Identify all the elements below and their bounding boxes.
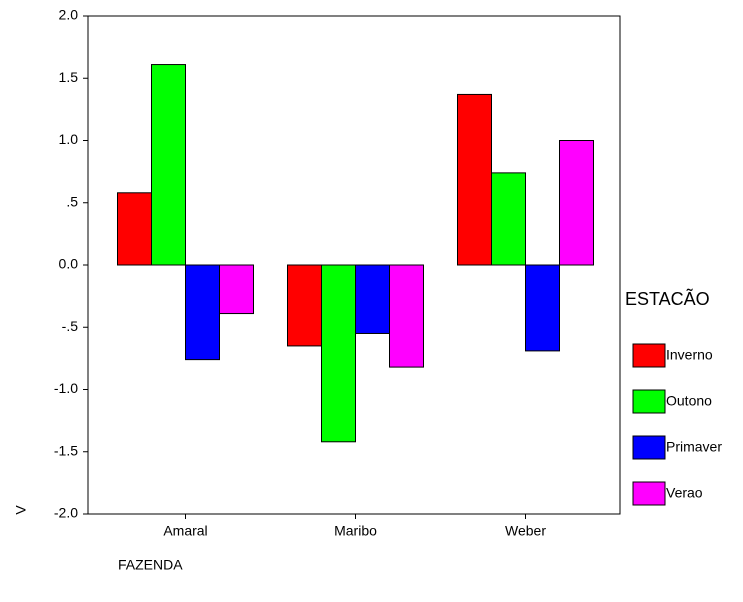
x-axis-label: FAZENDA xyxy=(118,557,183,573)
bar xyxy=(117,192,152,266)
bar xyxy=(389,264,424,368)
legend-swatch xyxy=(632,389,666,414)
y-tick-label: 1.0 xyxy=(59,131,79,147)
legend-swatch xyxy=(632,435,666,460)
bar xyxy=(559,140,594,266)
y-tick-label: -1.5 xyxy=(54,442,78,458)
bar xyxy=(355,264,390,334)
legend-swatch xyxy=(632,481,666,506)
x-tick-label: Weber xyxy=(505,523,546,539)
y-tick-label: 2.0 xyxy=(59,7,79,23)
y-tick-label: -1.0 xyxy=(54,380,78,396)
y-tick-label: .5 xyxy=(66,193,78,209)
bar xyxy=(287,264,322,347)
y-tick-label: -2.0 xyxy=(54,505,78,521)
legend-title: ESTACÃO xyxy=(625,288,710,309)
y-axis-label: V xyxy=(13,505,29,515)
legend-label: Inverno xyxy=(666,347,713,363)
bar xyxy=(151,64,186,266)
bar xyxy=(491,172,526,266)
legend-label: Verao xyxy=(666,485,703,501)
legend-swatch xyxy=(632,343,666,368)
x-tick-label: Maribo xyxy=(334,523,377,539)
bar xyxy=(525,264,560,352)
x-tick-label: Amaral xyxy=(163,523,207,539)
bar xyxy=(457,93,492,266)
y-tick-label: -.5 xyxy=(62,318,79,334)
legend-label: Primaver xyxy=(666,439,722,455)
bar xyxy=(321,264,356,443)
bar xyxy=(219,264,254,315)
y-tick-label: 1.5 xyxy=(59,69,79,85)
legend-label: Outono xyxy=(666,393,712,409)
y-tick-label: 0.0 xyxy=(59,256,79,272)
bar xyxy=(185,264,220,361)
